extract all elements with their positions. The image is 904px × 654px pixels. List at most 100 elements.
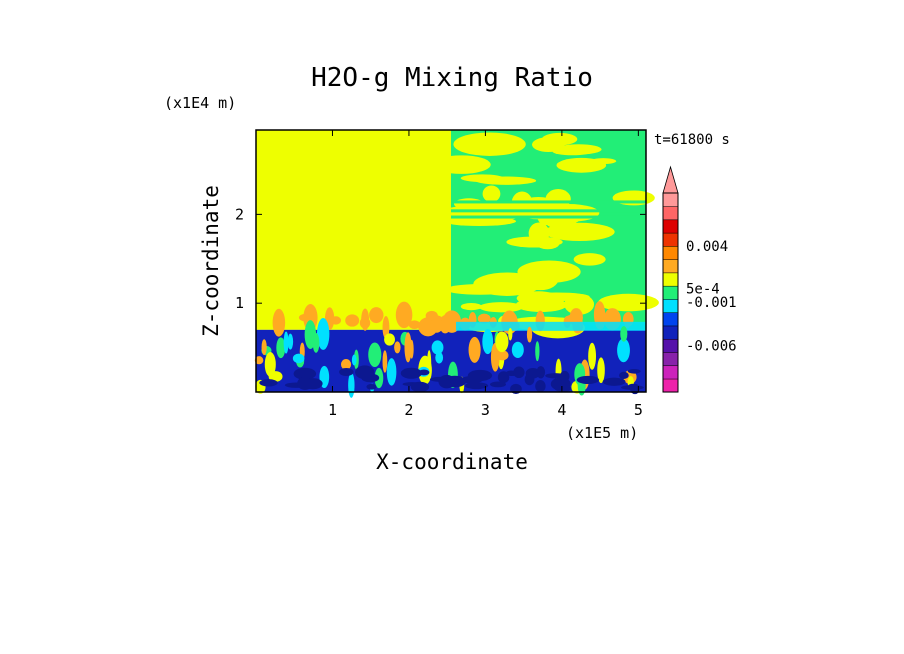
colorbar-cell: [662, 298, 679, 313]
chart-title: H2O-g Mixing Ratio: [311, 63, 593, 93]
field-patch: [276, 337, 286, 359]
field-patch: [445, 284, 516, 295]
x-tick-label: 1: [328, 401, 337, 419]
contour-field: [254, 130, 659, 398]
colorbar-cell: [662, 245, 679, 260]
colorbar-cell: [662, 259, 679, 274]
field-patch: [369, 307, 384, 324]
field-patch: [293, 367, 317, 380]
colorbar-extend-arrow: [662, 165, 679, 194]
x-axis-label: X-coordinate: [376, 450, 528, 474]
field-patch: [588, 342, 597, 370]
time-label: t=61800 s: [654, 132, 730, 148]
colorbar-label: -0.001: [686, 295, 737, 311]
x-tick-label: 4: [557, 401, 566, 419]
field-band: [451, 215, 646, 219]
field-patch: [361, 308, 370, 331]
colorbar-cell: [662, 219, 679, 234]
y-scale-label: (x1E4 m): [164, 94, 236, 112]
field-patch: [597, 357, 605, 384]
colorbar-frame: [662, 192, 679, 393]
field-patch: [475, 176, 537, 185]
field-patch: [351, 354, 357, 366]
field-patch: [366, 383, 377, 390]
colorbar-cell: [662, 232, 679, 247]
field-patch: [554, 385, 572, 393]
x-tick-label: 2: [404, 401, 413, 419]
field-patch: [316, 318, 330, 350]
field-patch: [395, 301, 413, 329]
field-patch: [303, 378, 323, 390]
field-patch: [460, 302, 482, 311]
field-patch: [287, 333, 294, 350]
field-patch: [453, 198, 484, 210]
colorbar-cell: [662, 338, 679, 353]
field-patch: [348, 372, 355, 398]
field-patch: [532, 137, 565, 153]
field-patch: [261, 339, 267, 356]
colorbar-cell: [662, 192, 679, 207]
y-tick-label: 1: [235, 294, 244, 312]
field-patch: [432, 155, 491, 174]
x-tick-label: 3: [481, 401, 490, 419]
field-patch: [361, 373, 380, 383]
field-patch: [628, 383, 639, 388]
field-patch: [495, 331, 509, 353]
field-patch: [524, 373, 535, 386]
field-patch: [430, 318, 444, 333]
field-patch: [339, 367, 354, 377]
field-patch: [264, 352, 276, 377]
field-patch: [544, 222, 615, 242]
field-band: [451, 209, 646, 213]
field-patch: [435, 351, 444, 364]
field-patch: [513, 366, 525, 379]
field-patch: [268, 371, 283, 382]
field-patch: [536, 366, 546, 379]
field-patch: [573, 253, 606, 266]
field-patch: [515, 297, 568, 313]
field-patch: [598, 293, 659, 312]
colorbar-cell: [662, 312, 679, 327]
field-patch: [431, 340, 444, 355]
field-patch: [312, 333, 320, 353]
colorbar: 0.004 5e-4-0.001 -0.006: [662, 165, 737, 393]
field-patch: [410, 381, 430, 393]
field-patch: [382, 350, 388, 373]
field-patch: [340, 359, 352, 370]
field-patch: [345, 314, 360, 327]
field-patch: [460, 375, 483, 384]
field-patch: [545, 373, 566, 379]
field-patch: [617, 338, 630, 363]
field-patch: [590, 158, 617, 165]
field-patch: [564, 314, 579, 324]
field-patch: [468, 336, 481, 363]
field-patch: [283, 331, 289, 354]
y-tick-label: 2: [235, 205, 244, 223]
field-patch: [496, 350, 509, 361]
field-patch: [506, 236, 563, 248]
field-patch: [511, 341, 524, 358]
field-patch: [552, 147, 593, 156]
field-patch: [508, 328, 513, 341]
colorbar-cell: [662, 378, 679, 393]
field-patch: [627, 369, 641, 374]
field-patch: [464, 382, 489, 390]
field-patch: [292, 353, 305, 364]
axis-ticks: 1 2 3 4 5 1 2: [235, 130, 646, 419]
x-tick-label: 5: [634, 401, 643, 419]
field-patch: [259, 379, 278, 387]
field-patch: [425, 310, 438, 321]
field-patch: [477, 138, 499, 145]
field-patch: [386, 358, 397, 386]
field-patch: [526, 326, 533, 343]
colorbar-label: -0.006: [686, 339, 737, 355]
colorbar-cell: [662, 351, 679, 367]
y-axis-label: Z-coordinate: [199, 185, 223, 337]
field-patch: [254, 356, 264, 365]
field-patch: [490, 342, 500, 372]
field-patch: [517, 260, 581, 283]
colorbar-cell: [662, 365, 679, 380]
field-region-1: [256, 130, 451, 330]
plot-frame: [255, 129, 647, 393]
field-patch: [408, 320, 421, 330]
